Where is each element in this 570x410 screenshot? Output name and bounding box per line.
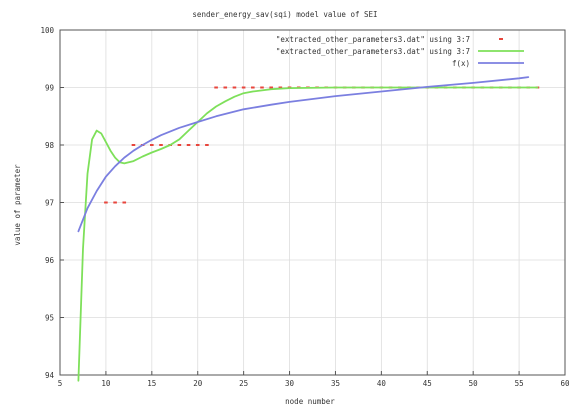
x-axis-label: node number [285, 397, 335, 406]
y-tick-label: 99 [45, 84, 54, 93]
x-tick-label: 30 [285, 379, 295, 388]
legend-label-series-2: "extracted_other_parameters3.dat" using … [276, 47, 470, 56]
x-tick-label: 45 [423, 379, 432, 388]
x-tick-label: 40 [377, 379, 387, 388]
series-group [77, 76, 540, 382]
legend-label-series-1: "extracted_other_parameters3.dat" using … [276, 35, 470, 44]
y-tick-label: 100 [40, 26, 54, 35]
chart-title: sender_energy_sav(sqi) model value of SE… [192, 10, 377, 19]
series-line-2 [77, 86, 539, 382]
y-axis-label: value of parameter [13, 164, 22, 246]
y-tick-label: 97 [45, 199, 54, 208]
x-tick-label: 10 [101, 379, 111, 388]
y-tick-label: 95 [45, 314, 54, 323]
y-tick-label: 96 [45, 256, 55, 265]
legend: "extracted_other_parameters3.dat" using … [276, 35, 524, 68]
x-tick-label: 20 [193, 379, 203, 388]
axis-ticks: 5 10 15 20 25 30 35 40 45 50 55 60 94 95 96 97 98 99 100 [40, 26, 570, 388]
x-tick-label: 60 [560, 379, 570, 388]
x-tick-label: 55 [515, 379, 524, 388]
x-tick-label: 50 [469, 379, 479, 388]
legend-label-series-3: f(x) [452, 59, 470, 68]
series-line-3 [77, 76, 530, 233]
x-tick-label: 5 [58, 379, 63, 388]
y-tick-label: 94 [45, 371, 55, 380]
x-tick-label: 35 [331, 379, 340, 388]
x-tick-label: 25 [239, 379, 248, 388]
x-tick-label: 15 [147, 379, 156, 388]
legend-swatches [478, 38, 524, 64]
y-tick-label: 98 [45, 141, 55, 150]
